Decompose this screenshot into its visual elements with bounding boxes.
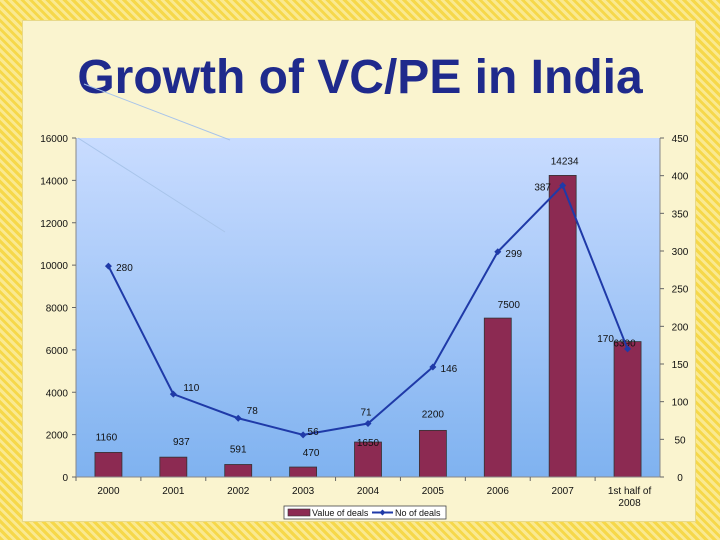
x-tick-label-line: 2008: [618, 498, 641, 509]
legend-bar-swatch: [287, 508, 311, 517]
line-point-2007: [559, 181, 567, 189]
line-point-1st-half-of-2008: [624, 345, 632, 353]
line-data-label: 146: [441, 364, 458, 375]
y-right-tick-label: 150: [672, 360, 689, 371]
bar-data-label: 937: [173, 437, 190, 448]
bar-value-2005: [418, 429, 447, 478]
y-right-tick-label: 250: [672, 285, 689, 296]
legend-label: No of deals: [395, 508, 441, 518]
y-left-tick-label: 16000: [40, 134, 68, 145]
x-tick-label: 2004: [357, 486, 380, 497]
x-tick-label: 2006: [487, 486, 510, 497]
line-data-label: 110: [183, 383, 199, 394]
line-point-2005: [429, 363, 437, 371]
legend-label: Value of deals: [312, 508, 369, 518]
y-left-tick-label: 10000: [40, 261, 68, 272]
bar-data-label: 7500: [498, 300, 521, 311]
x-tick-label: 2001: [162, 486, 185, 497]
line-point-2001: [169, 390, 177, 398]
line-data-label: 170: [597, 334, 614, 345]
line-data-label: 78: [247, 406, 259, 417]
decorative-line: [83, 83, 231, 141]
line-point-2006: [494, 248, 502, 256]
legend-line-marker: [379, 509, 386, 516]
bar-value-2001: [159, 456, 188, 478]
bar-value-1st-half-of-2008: [613, 341, 642, 478]
y-left-tick-label: 14000: [40, 176, 68, 187]
bar-data-label: 2200: [422, 409, 445, 420]
line-point-2004: [364, 420, 372, 428]
x-tick-label: 2002: [227, 486, 250, 497]
x-tick-label: 2005: [422, 486, 445, 497]
bar-value-2002: [224, 464, 253, 478]
y-right-tick-label: 0: [677, 473, 683, 484]
bar-data-label: 14234: [551, 156, 579, 167]
slide-title: Growth of VC/PE in India: [77, 51, 643, 104]
x-tick-label: 2007: [552, 486, 575, 497]
line-point-2000: [104, 262, 112, 270]
y-right-tick-label: 100: [672, 398, 689, 409]
y-right-tick-label: 50: [674, 435, 686, 446]
y-right-tick-label: 450: [672, 134, 689, 145]
bar-value-2007: [548, 175, 577, 478]
bar-data-label: 470: [303, 448, 320, 459]
x-tick-label: 2000: [97, 486, 120, 497]
line-data-label: 56: [308, 427, 320, 438]
line-point-2002: [234, 414, 242, 422]
line-point-2003: [299, 431, 307, 439]
bar-value-2000: [94, 452, 123, 478]
line-data-label: 280: [116, 263, 133, 274]
y-left-tick-label: 8000: [46, 304, 69, 315]
y-left-tick-label: 0: [62, 473, 68, 484]
x-tick-label: 2003: [292, 486, 315, 497]
line-data-label: 71: [360, 408, 372, 419]
bar-value-2004: [354, 441, 382, 478]
y-right-tick-label: 200: [672, 322, 689, 333]
bar-data-label: 591: [230, 444, 247, 455]
x-tick-label-line: 1st half of: [608, 486, 652, 497]
legend-box: [283, 505, 447, 520]
bar-data-label: 1160: [96, 432, 118, 443]
x-tick-label: 1st half of 2008: [608, 486, 652, 509]
bar-value-2006: [483, 317, 512, 478]
y-left-tick-label: 4000: [46, 388, 69, 399]
y-right-tick-label: 300: [672, 247, 689, 258]
y-right-tick-label: 400: [672, 172, 689, 183]
y-left-tick-label: 12000: [40, 219, 68, 230]
y-left-tick-label: 2000: [46, 431, 69, 442]
y-left-tick-label: 6000: [46, 346, 69, 357]
decorative-line: [77, 137, 226, 233]
line-data-label: 387: [534, 182, 551, 193]
bar-value-2003: [289, 466, 318, 478]
line-data-label: 299: [505, 249, 522, 260]
bar-data-label: 1650: [357, 438, 380, 449]
y-right-tick-label: 350: [672, 209, 689, 220]
